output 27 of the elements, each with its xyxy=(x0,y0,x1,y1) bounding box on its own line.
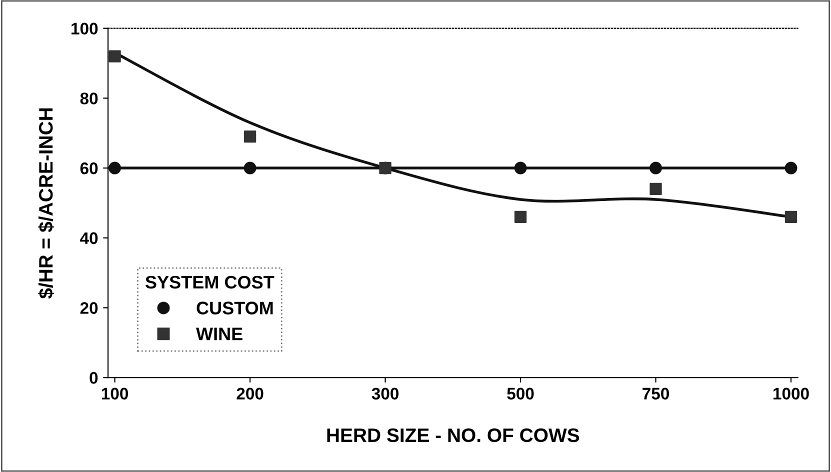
x-tick-label: 300 xyxy=(372,388,398,400)
point xyxy=(784,210,798,224)
x-tick-label: 100 xyxy=(102,388,128,400)
point xyxy=(650,162,662,174)
point xyxy=(108,50,121,62)
y-tick-label: 80 xyxy=(80,92,98,104)
y-tick-label: 100 xyxy=(72,22,98,35)
y-tick-label: 20 xyxy=(80,302,98,314)
point xyxy=(784,162,798,174)
y-tick-label: 0 xyxy=(90,372,98,384)
x-axis-title: HERD SIZE - NO. OF COWS xyxy=(327,428,580,442)
y-axis-title: $/HR = $/ACRE-INCH xyxy=(38,108,54,299)
x-tick-label: 500 xyxy=(507,388,534,400)
legend-label: WINE xyxy=(196,328,242,340)
point xyxy=(514,210,527,224)
x-tick-label: 1000 xyxy=(774,388,809,400)
legend-title: SYSTEM COST xyxy=(145,276,274,289)
y-tick-label: 60 xyxy=(80,162,98,174)
point xyxy=(650,182,662,196)
point xyxy=(244,130,256,143)
point xyxy=(514,162,527,174)
x-tick-label: 200 xyxy=(236,388,264,400)
point xyxy=(244,162,256,174)
y-tick-label: 40 xyxy=(80,232,98,244)
x-tick-label: 750 xyxy=(642,388,669,400)
point xyxy=(108,162,122,174)
legend-label: CUSTOM xyxy=(196,302,273,314)
